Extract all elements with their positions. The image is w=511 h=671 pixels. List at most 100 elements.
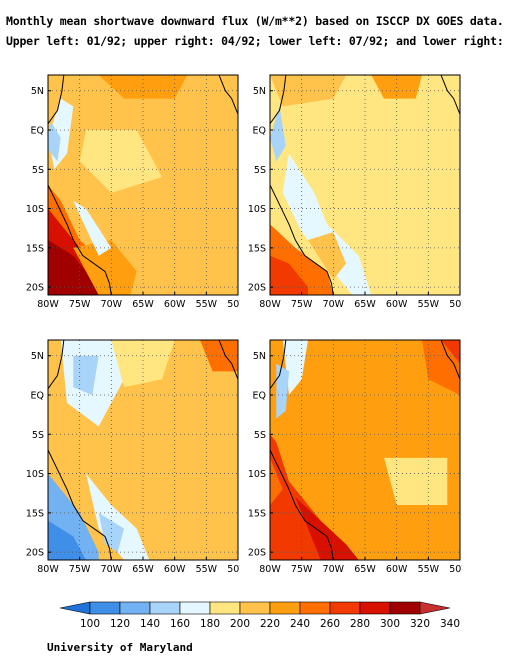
flux-region: [111, 340, 175, 388]
lon-label: 65W: [132, 299, 154, 310]
flux-region: [422, 340, 460, 395]
colorbar-segment: [179, 601, 211, 615]
colorbar-label: 120: [110, 618, 130, 630]
flux-region: [270, 106, 286, 162]
lon-label: 60W: [164, 299, 186, 310]
lat-label: 10S: [26, 469, 44, 480]
colorbar-segment: [59, 601, 91, 615]
lon-label: 70W: [101, 299, 123, 310]
lon-label: 70W: [323, 299, 345, 310]
flux-region: [79, 130, 162, 193]
flux-region: [270, 75, 346, 107]
map-title-line-1: Monthly mean shortwave downward flux (W/…: [6, 14, 504, 28]
flux-region: [295, 497, 359, 560]
flux-region: [73, 200, 112, 256]
lat-label: 20S: [248, 548, 266, 559]
lat-label: 15S: [248, 508, 266, 519]
lat-label: 5S: [32, 165, 44, 176]
flux-region: [73, 355, 99, 395]
flux-region: [86, 473, 150, 560]
lat-label: 15S: [26, 508, 44, 519]
lon-label: 75W: [291, 564, 313, 575]
lon-label: 55W: [196, 564, 218, 575]
lon-label: 60W: [386, 564, 408, 575]
coastline-west: [270, 340, 334, 560]
flux-field: [270, 75, 460, 295]
colorbar-label: 100: [80, 618, 100, 630]
colorbar-label: 180: [200, 618, 220, 630]
flux-region: [384, 457, 448, 505]
map-panel-upper-left: 5N EQ 5S 10S 15S 20S 80W 75W 70W 65W 60W 55W 50W: [26, 74, 240, 310]
colorbar-label: 300: [380, 618, 400, 630]
lon-label: 50W: [227, 299, 240, 310]
lon-label: 75W: [291, 299, 313, 310]
lat-label: 5S: [254, 430, 266, 441]
colorbar-segment: [419, 601, 451, 615]
flux-region: [308, 232, 346, 280]
colorbar-label: 280: [350, 618, 370, 630]
lon-label: 65W: [354, 299, 376, 310]
map-title-line-2: Upper left: 01/92; upper right: 04/92; l…: [6, 34, 511, 48]
lat-label: EQ: [253, 391, 266, 402]
lon-label: 75W: [69, 564, 91, 575]
lat-label: 10S: [248, 204, 266, 215]
flux-region: [200, 340, 238, 372]
lat-label: 15S: [26, 243, 44, 254]
lon-label: 55W: [196, 299, 218, 310]
flux-region: [270, 457, 283, 505]
colorbar-segment: [269, 601, 301, 615]
lon-label: 65W: [132, 564, 154, 575]
flux-field: [48, 340, 238, 560]
map-panel-upper-right: 5N EQ 5S 10S 15S 20S 80W 75W 70W 65W 60W 55W 50W: [248, 74, 462, 310]
lon-label: 60W: [164, 564, 186, 575]
lat-label: 5N: [253, 86, 266, 97]
flux-region: [48, 240, 99, 295]
colorbar-segment: [89, 601, 121, 615]
credit-text: University of Maryland: [47, 641, 193, 654]
colorbar-label: 260: [320, 618, 340, 630]
colorbar-label: 160: [170, 618, 190, 630]
coastline-east: [440, 75, 460, 115]
colorbar-label: 340: [440, 618, 460, 630]
lon-label: 55W: [418, 299, 440, 310]
flux-region: [48, 520, 86, 560]
lat-label: 5N: [31, 351, 44, 362]
flux-region: [73, 240, 137, 295]
lon-label: 65W: [354, 564, 376, 575]
flux-region: [48, 122, 61, 162]
lon-label: 70W: [101, 564, 123, 575]
flux-region: [282, 340, 308, 395]
lat-label: 20S: [26, 548, 44, 559]
lat-label: 10S: [248, 469, 266, 480]
colorbar-segment: [239, 601, 271, 615]
coastline-east: [218, 75, 238, 115]
map-panel-lower-left: 5N EQ 5S 10S 15S 20S 80W 75W 70W 65W 60W 55W 50W: [26, 339, 240, 575]
lon-label: 50W: [449, 299, 462, 310]
lat-label: 15S: [248, 243, 266, 254]
colorbar-label: 240: [290, 618, 310, 630]
lon-label: 50W: [227, 564, 240, 575]
flux-region: [441, 340, 460, 364]
coastline-east: [218, 340, 238, 380]
flux-field: [48, 75, 238, 295]
lat-label: EQ: [31, 391, 44, 402]
colorbar-label: 140: [140, 618, 160, 630]
lat-label: 5S: [254, 165, 266, 176]
flux-region: [282, 153, 372, 295]
lat-label: EQ: [31, 126, 44, 137]
lat-label: EQ: [253, 126, 266, 137]
colorbar-segment: [209, 601, 241, 615]
lon-label: 60W: [386, 299, 408, 310]
lon-label: 55W: [418, 564, 440, 575]
lat-label: 5S: [32, 430, 44, 441]
flux-region: [270, 255, 308, 295]
colorbar-segment: [119, 601, 151, 615]
colorbar-segment: [149, 601, 181, 615]
flux-field: [270, 340, 460, 560]
lat-label: 20S: [26, 283, 44, 294]
lon-label: 80W: [259, 299, 281, 310]
lat-label: 5N: [253, 351, 266, 362]
colorbar: 100 120 140 160 180 200 220 240 260 280 300 320 340: [59, 601, 460, 630]
lon-label: 80W: [259, 564, 281, 575]
colorbar-label: 200: [230, 618, 250, 630]
